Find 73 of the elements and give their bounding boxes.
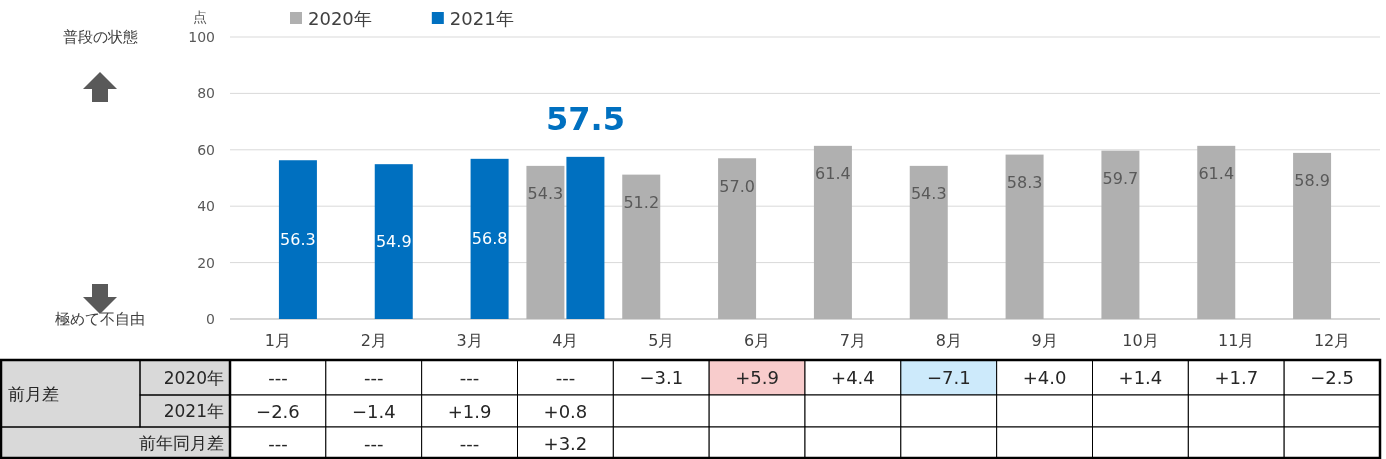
text: --- [268, 432, 288, 454]
x-tick-label: 5月 [648, 330, 675, 350]
bar [470, 158, 509, 319]
data-label: 58.3 [1006, 173, 1043, 193]
x-tick-label: 7月 [839, 330, 867, 350]
text: --- [459, 432, 480, 454]
bar [622, 174, 661, 319]
bar [278, 160, 317, 319]
text: −2.6 [256, 400, 300, 422]
bar [1197, 145, 1236, 319]
bar [909, 165, 948, 319]
x-tick-label: 9月 [1031, 330, 1058, 350]
y-tick-label: 80 [197, 85, 215, 102]
text: −2.5 [1310, 367, 1354, 388]
text: --- [364, 432, 384, 454]
text: +4.0 [1022, 367, 1067, 388]
data-label: 54.9 [375, 232, 412, 252]
x-tick-label: 12月 [1313, 330, 1351, 350]
data-label: 58.9 [1294, 171, 1330, 191]
text: −7.1 [926, 367, 971, 388]
x-tick-label: 2月 [360, 330, 387, 350]
data-label: 54.3 [910, 184, 947, 204]
text: +1.4 [1118, 367, 1163, 388]
x-tick-label: 8月 [935, 330, 962, 350]
legend-label: 2020年 [308, 7, 372, 29]
text: --- [555, 367, 576, 388]
x-tick-label: 10月 [1122, 330, 1159, 350]
x-tick-label: 3月 [456, 330, 483, 350]
y-tick-label: 0 [206, 311, 215, 327]
text: +5.9 [735, 367, 779, 388]
text: 普段の状態 [62, 28, 138, 46]
y-tick-label: 2021年 [163, 401, 224, 421]
bar [1101, 150, 1140, 319]
y-tick-label: 前年同月差 [139, 433, 224, 453]
text: 前月差 [8, 383, 59, 404]
y-tick-label: 100 [188, 29, 215, 45]
y-tick-label: 40 [197, 198, 215, 215]
y-tick-label: 60 [197, 141, 215, 158]
text: −3.1 [639, 367, 684, 388]
text: +1.9 [447, 400, 492, 422]
x-tick-label: 4月 [552, 330, 579, 350]
y-tick-label: 2020年 [163, 367, 224, 388]
text: −1.4 [351, 400, 396, 422]
bar [1005, 154, 1044, 319]
x-tick-label: 11月 [1218, 330, 1255, 350]
bar [566, 156, 605, 319]
text: +1.7 [1214, 367, 1259, 388]
data-label: 57.0 [719, 176, 755, 196]
data-label: 56.3 [280, 230, 316, 250]
text: +3.2 [543, 432, 588, 454]
data-label: 61.4 [815, 164, 851, 184]
bar [1293, 152, 1332, 319]
data-label: 51.2 [623, 193, 660, 213]
data-label: 54.3 [527, 184, 564, 204]
text: --- [364, 367, 384, 388]
y-axis-title: 点 [193, 9, 207, 25]
y-tick-label: 20 [197, 254, 215, 271]
data-label: 56.8 [471, 229, 508, 249]
text: +4.4 [831, 367, 875, 388]
x-tick-label: 1月 [264, 330, 292, 350]
bar [813, 145, 852, 319]
bar [526, 165, 565, 319]
bar [374, 164, 413, 319]
legend-label: 2021年 [449, 7, 514, 29]
text: --- [459, 367, 480, 388]
data-label: 59.7 [1102, 169, 1139, 189]
text: +0.8 [543, 400, 588, 422]
x-tick-label: 6月 [743, 330, 771, 350]
bar [718, 158, 757, 319]
data-label: 61.4 [1198, 164, 1235, 184]
text: 極めて不自由 [55, 310, 145, 328]
annotation: 57.5 [545, 99, 625, 138]
text: --- [268, 367, 288, 388]
